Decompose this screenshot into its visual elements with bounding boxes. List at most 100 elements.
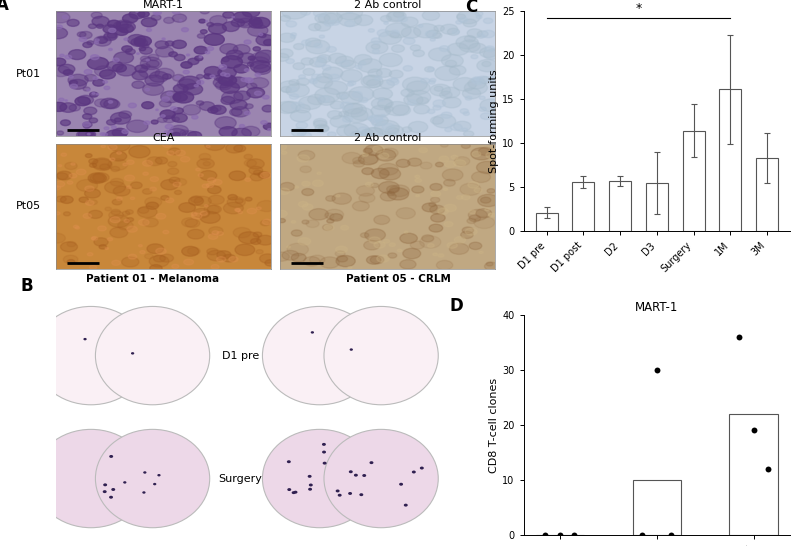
Circle shape xyxy=(209,227,223,235)
Circle shape xyxy=(428,67,434,72)
Circle shape xyxy=(428,109,435,114)
Circle shape xyxy=(233,45,250,55)
Circle shape xyxy=(317,59,322,62)
Circle shape xyxy=(276,102,297,114)
Circle shape xyxy=(51,102,67,111)
Circle shape xyxy=(247,83,257,89)
Circle shape xyxy=(217,251,231,259)
Circle shape xyxy=(127,120,148,133)
Circle shape xyxy=(330,101,344,109)
Circle shape xyxy=(396,159,410,168)
Circle shape xyxy=(97,226,106,231)
Circle shape xyxy=(429,79,436,82)
Circle shape xyxy=(360,61,365,65)
Circle shape xyxy=(310,80,318,84)
Circle shape xyxy=(160,100,172,107)
Circle shape xyxy=(230,100,247,110)
Circle shape xyxy=(99,245,107,249)
Circle shape xyxy=(274,143,286,151)
Circle shape xyxy=(107,33,117,38)
Circle shape xyxy=(368,69,382,77)
Bar xyxy=(682,130,705,231)
Ellipse shape xyxy=(294,491,298,494)
Circle shape xyxy=(259,33,266,38)
Circle shape xyxy=(168,148,180,155)
Circle shape xyxy=(245,104,253,109)
Circle shape xyxy=(464,131,474,137)
Circle shape xyxy=(93,173,109,182)
Circle shape xyxy=(251,17,270,28)
Circle shape xyxy=(322,224,333,230)
Circle shape xyxy=(363,148,373,153)
Circle shape xyxy=(203,162,211,166)
Circle shape xyxy=(217,232,223,235)
Circle shape xyxy=(441,87,460,98)
Circle shape xyxy=(183,105,200,115)
Circle shape xyxy=(459,17,468,22)
Circle shape xyxy=(370,256,384,264)
Circle shape xyxy=(443,188,448,191)
Circle shape xyxy=(223,22,239,32)
Circle shape xyxy=(390,33,399,38)
Circle shape xyxy=(326,219,334,223)
Circle shape xyxy=(200,29,207,34)
Circle shape xyxy=(479,107,486,111)
Circle shape xyxy=(371,38,381,44)
Circle shape xyxy=(101,145,105,147)
Circle shape xyxy=(144,197,162,207)
Circle shape xyxy=(97,24,104,28)
Circle shape xyxy=(342,116,353,122)
Circle shape xyxy=(165,124,173,129)
Circle shape xyxy=(90,174,105,182)
Circle shape xyxy=(218,67,236,78)
Circle shape xyxy=(421,78,430,84)
Circle shape xyxy=(215,76,223,80)
Circle shape xyxy=(410,45,421,51)
Circle shape xyxy=(434,25,444,31)
Circle shape xyxy=(454,121,471,131)
Circle shape xyxy=(488,213,493,216)
Circle shape xyxy=(463,19,476,27)
Circle shape xyxy=(286,246,290,248)
Circle shape xyxy=(113,58,119,62)
Circle shape xyxy=(344,109,368,122)
Circle shape xyxy=(68,74,89,86)
Circle shape xyxy=(379,31,401,44)
Circle shape xyxy=(462,227,473,234)
Circle shape xyxy=(83,87,90,91)
Circle shape xyxy=(104,99,120,109)
Ellipse shape xyxy=(109,496,113,498)
Circle shape xyxy=(64,212,70,216)
Circle shape xyxy=(341,60,356,69)
Circle shape xyxy=(233,228,251,238)
Circle shape xyxy=(204,205,208,207)
Text: Surgery: Surgery xyxy=(219,473,263,484)
Circle shape xyxy=(365,182,373,187)
Circle shape xyxy=(87,41,94,45)
Circle shape xyxy=(249,57,270,69)
Circle shape xyxy=(403,248,421,259)
Circle shape xyxy=(259,33,263,35)
Circle shape xyxy=(92,92,95,94)
Circle shape xyxy=(257,200,276,212)
Circle shape xyxy=(459,40,480,52)
Circle shape xyxy=(127,160,134,164)
Circle shape xyxy=(164,116,176,123)
Circle shape xyxy=(413,105,429,114)
Circle shape xyxy=(107,120,116,125)
Ellipse shape xyxy=(287,488,291,491)
Circle shape xyxy=(330,116,350,128)
Circle shape xyxy=(425,67,434,72)
Circle shape xyxy=(51,12,70,23)
Circle shape xyxy=(172,133,180,137)
Circle shape xyxy=(128,254,136,259)
Circle shape xyxy=(85,189,101,198)
Circle shape xyxy=(346,9,353,13)
Circle shape xyxy=(297,155,310,162)
Circle shape xyxy=(141,18,157,27)
Circle shape xyxy=(204,34,224,45)
Circle shape xyxy=(373,49,379,54)
Circle shape xyxy=(107,238,113,241)
Circle shape xyxy=(387,186,399,193)
Circle shape xyxy=(429,224,443,232)
